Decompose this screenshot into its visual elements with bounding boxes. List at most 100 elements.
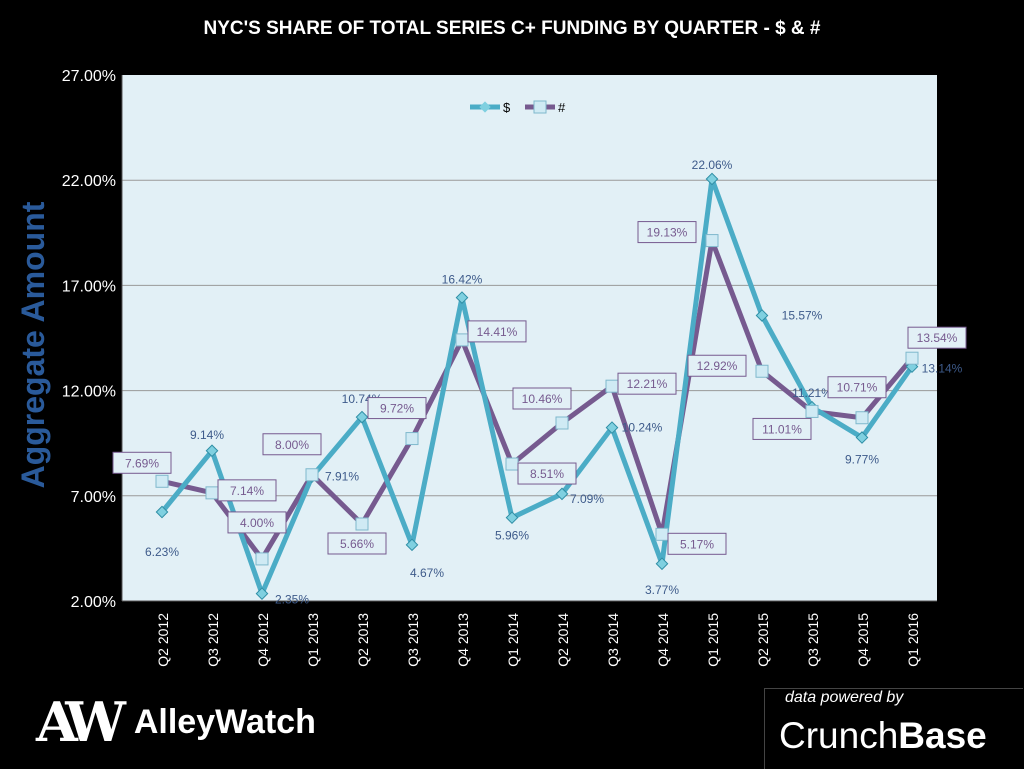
line-chart: 2.00% 7.00% 12.00% 17.00% 22.00% 27.00% Q2 201… (15, 68, 967, 667)
data-point-count (555, 416, 569, 430)
data-label-amount: 5.96% (495, 529, 529, 543)
data-label-amount: 6.23% (145, 545, 179, 559)
data-label-box (907, 326, 967, 349)
data-label-box (327, 532, 387, 555)
data-label-amount: 15.57% (782, 308, 823, 322)
x-tick-label: Q2 2014 (555, 613, 571, 667)
data-label-amount: 16.42% (442, 273, 483, 287)
data-label-count: 7.69% (125, 456, 159, 470)
data-point-count (705, 234, 719, 248)
x-tick-label: Q3 2012 (205, 613, 221, 667)
data-label-box (687, 354, 747, 377)
crunchbase-logo-light: Crunch (779, 715, 899, 756)
data-label-box (262, 433, 322, 456)
data-point-count (605, 379, 619, 393)
data-point-count (405, 432, 419, 446)
y-tick-label: 22.00% (62, 173, 116, 190)
data-label-box (752, 417, 812, 440)
data-point-amount (605, 421, 619, 434)
data-label-count: 11.01% (762, 422, 802, 436)
y-axis-title: Aggregate Amount (15, 201, 51, 488)
data-label-amount: 22.06% (692, 158, 733, 172)
data-point-amount (655, 557, 669, 571)
alleywatch-logo: AW AlleyWatch (36, 690, 316, 754)
data-label-box (227, 511, 287, 534)
data-point-amount (855, 431, 869, 444)
y-tick-label: 7.00% (71, 489, 116, 506)
data-label-count: 8.00% (275, 438, 309, 452)
x-tick-label: Q4 2015 (855, 613, 871, 667)
data-point-count (305, 468, 319, 482)
data-point-count (905, 351, 919, 365)
data-point-count (255, 552, 269, 566)
data-point-count (355, 517, 369, 531)
data-point-amount (755, 309, 769, 322)
series-line-count (161, 238, 914, 562)
x-tick-label: Q4 2013 (455, 613, 471, 667)
x-tick-label: Q4 2012 (255, 613, 271, 667)
data-point-count (155, 474, 169, 488)
data-label-amount: 10.24% (622, 421, 663, 435)
data-point-amount (555, 487, 569, 501)
x-tick-label: Q3 2013 (405, 613, 421, 667)
x-tick-label: Q2 2013 (355, 613, 371, 667)
legend-marker-square (533, 100, 547, 114)
data-point-amount (705, 172, 719, 186)
x-tick-label: Q4 2014 (655, 613, 671, 667)
data-label-box (467, 320, 527, 343)
data-point-amount (405, 538, 419, 552)
data-point-count (505, 457, 519, 471)
crunchbase-credit: data powered by CrunchBase (764, 688, 1023, 769)
chart-title: NYC'S SHARE OF TOTAL SERIES C+ FUNDING B… (203, 18, 821, 39)
data-label-box (367, 397, 427, 420)
y-tick-label: 27.00% (62, 68, 116, 85)
x-tick-label: Q1 2016 (905, 613, 921, 667)
data-label-box (517, 462, 577, 485)
data-label-box (827, 376, 887, 399)
data-point-count (655, 527, 669, 541)
data-point-amount (255, 587, 269, 600)
data-label-count: 7.14% (230, 484, 264, 498)
data-label-amount: 3.77% (645, 583, 679, 597)
data-label-count: 9.72% (380, 402, 414, 416)
data-point-count (455, 333, 469, 347)
x-tick-label: Q1 2015 (705, 613, 721, 667)
data-label-count: 5.17% (680, 537, 714, 551)
data-label-amount: 7.91% (325, 470, 359, 484)
data-label-box (617, 372, 677, 395)
data-label-box (512, 387, 572, 410)
series-line-amount (160, 176, 915, 597)
data-label-box (217, 479, 277, 502)
crunchbase-logo: CrunchBase (779, 715, 987, 757)
alleywatch-logo-name: AlleyWatch (133, 702, 316, 741)
x-tick-label: Q3 2014 (605, 613, 621, 667)
data-label-amount: 4.67% (410, 566, 444, 580)
x-tick-label: Q1 2014 (505, 613, 521, 667)
data-label-count: 19.13% (647, 226, 688, 240)
x-tick-label: Q2 2012 (155, 613, 171, 667)
x-tick-label: Q1 2013 (305, 613, 321, 667)
data-label-amount: 9.14% (190, 428, 224, 442)
data-point-count (805, 404, 819, 418)
crunchbase-logo-bold: Base (898, 715, 987, 756)
data-point-amount (355, 410, 369, 424)
data-label-count: 14.41% (477, 325, 518, 339)
data-label-count: 12.21% (627, 377, 668, 391)
data-label-box (667, 532, 727, 555)
data-point-amount (205, 444, 219, 458)
x-tick-label: Q3 2015 (805, 613, 821, 667)
data-label-count: 10.71% (837, 381, 878, 395)
data-label-count: 13.54% (917, 331, 958, 345)
data-label-count: 10.46% (522, 392, 563, 406)
y-tick-label: 12.00% (62, 384, 116, 401)
data-point-count (755, 364, 769, 378)
data-point-amount (455, 291, 469, 304)
data-label-box (637, 221, 697, 244)
data-point-amount (505, 511, 519, 525)
data-label-amount: 13.14% (922, 362, 963, 376)
data-label-box (112, 451, 172, 474)
data-label-count: 12.92% (697, 359, 738, 373)
data-label-amount: 7.09% (570, 492, 604, 506)
legend-label: $ (503, 100, 511, 115)
y-tick-label: 2.00% (71, 594, 116, 611)
